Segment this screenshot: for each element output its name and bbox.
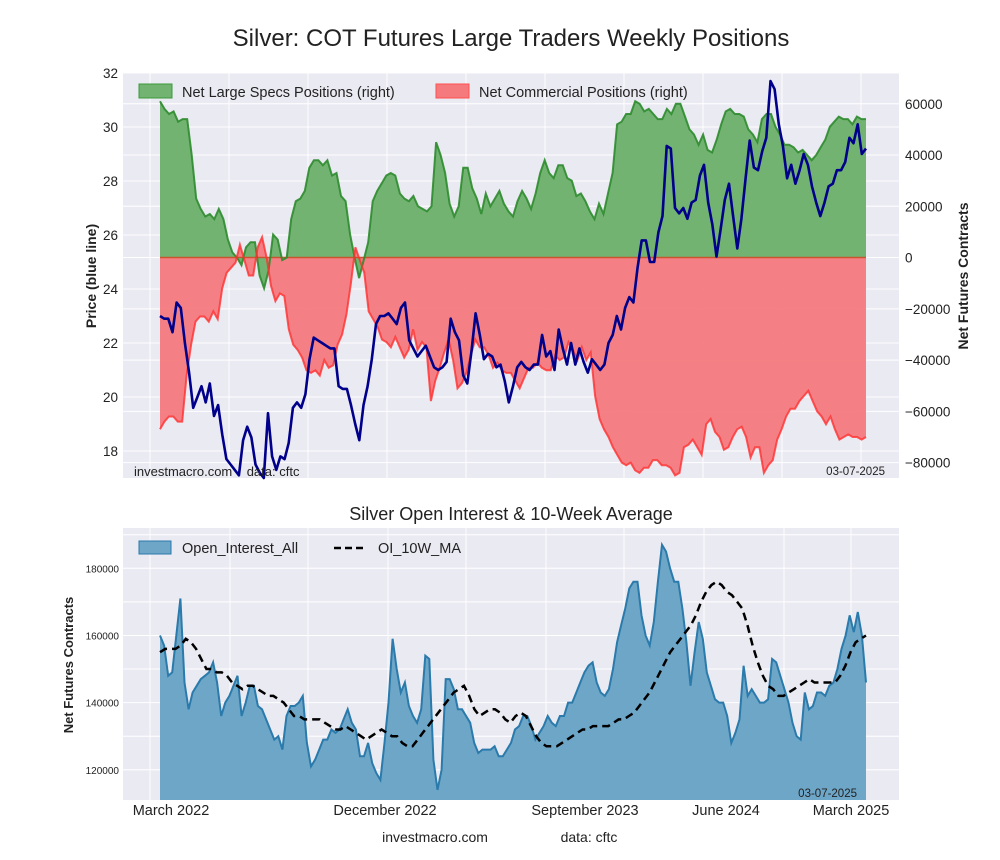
x-tick-label: December 2022 — [333, 803, 436, 819]
footer-site: investmacro.com — [382, 829, 488, 845]
bottom-y-axis-label: Net Futures Contracts — [61, 597, 76, 734]
left-tick-label: 24 — [103, 282, 119, 297]
left-tick-label: 26 — [103, 228, 118, 243]
right-tick-label: 20000 — [905, 199, 943, 214]
left-axis-ticks: 18 20 22 24 26 28 30 32 — [103, 66, 119, 459]
bottom-chart-title: Silver Open Interest & 10-Week Average — [349, 504, 673, 524]
legend-label-specs: Net Large Specs Positions (right) — [182, 85, 395, 101]
open-interest-area — [160, 544, 866, 800]
legend-label-oi: Open_Interest_All — [182, 541, 298, 557]
legend-swatch-commercial — [435, 83, 470, 99]
footer-data-source: data: cftc — [561, 829, 618, 845]
left-tick-label: 32 — [103, 66, 118, 81]
right-tick-label: −80000 — [905, 456, 950, 471]
legend-label-commercial: Net Commercial Positions (right) — [479, 85, 688, 101]
y-tick-label: 180000 — [86, 564, 120, 575]
right-axis-ticks: −80000 −60000 −40000 −20000 0 20000 40000 60000 — [905, 97, 950, 471]
right-tick-label: 0 — [905, 251, 913, 266]
right-tick-label: 40000 — [905, 148, 943, 163]
legend-swatch-specs — [138, 83, 173, 99]
commercial-line — [159, 233, 867, 477]
specs-area — [160, 101, 866, 289]
bottom-y-ticks: 120000 140000 160000 180000 — [86, 564, 120, 776]
bottom-areas — [159, 541, 867, 800]
commercial-area — [160, 237, 866, 476]
x-tick-label: March 2025 — [813, 803, 890, 819]
y-tick-label: 140000 — [86, 699, 120, 710]
x-tick-label: March 2022 — [133, 803, 210, 819]
top-lines — [159, 79, 868, 480]
top-chart-title: Silver: COT Futures Large Traders Weekly… — [233, 25, 790, 52]
left-tick-label: 18 — [103, 444, 118, 459]
right-axis-label: Net Futures Contracts — [955, 202, 971, 349]
left-axis-label: Price (blue line) — [83, 224, 99, 328]
top-legend: Net Large Specs Positions (right) Net Co… — [138, 83, 688, 101]
bottom-footer-date: 03-07-2025 — [798, 788, 857, 800]
bottom-x-ticks: March 2022 December 2022 September 2023 Jun… — [133, 803, 890, 819]
top-footer-date: 03-07-2025 — [826, 466, 885, 478]
x-tick-label: June 2024 — [692, 803, 760, 819]
legend-label-ma: OI_10W_MA — [378, 541, 461, 557]
right-tick-label: −60000 — [905, 404, 950, 419]
specs-line — [159, 99, 866, 292]
x-tick-label: September 2023 — [531, 803, 638, 819]
left-tick-label: 20 — [103, 390, 118, 405]
left-tick-label: 22 — [103, 336, 118, 351]
top-areas — [160, 101, 866, 476]
legend-swatch-oi — [138, 540, 172, 555]
bottom-legend: Open_Interest_All OI_10W_MA — [138, 540, 461, 557]
y-tick-label: 160000 — [86, 631, 120, 642]
right-tick-label: 60000 — [905, 97, 943, 112]
left-tick-label: 30 — [103, 120, 118, 135]
open-interest-line — [159, 541, 867, 791]
left-tick-label: 28 — [103, 174, 118, 189]
oi-10w-ma-line — [159, 580, 867, 748]
right-tick-label: −40000 — [905, 353, 950, 368]
price-line — [159, 79, 868, 480]
right-tick-label: −20000 — [905, 302, 950, 317]
y-tick-label: 120000 — [86, 766, 120, 777]
top-footer-source: investmacro.com data: cftc — [134, 464, 300, 479]
